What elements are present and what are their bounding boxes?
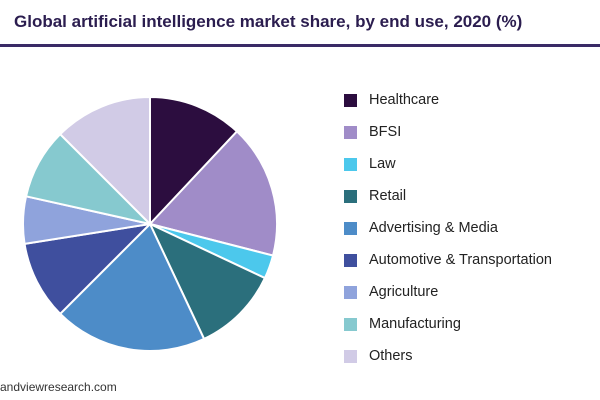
legend-swatch xyxy=(344,93,357,107)
legend-item-automotive-and-transportation: Automotive & Transportation xyxy=(344,244,594,276)
legend-label: Others xyxy=(369,348,413,364)
legend-swatch xyxy=(344,221,357,235)
chart-title: Global artificial intelligence market sh… xyxy=(14,12,523,31)
legend-label: Automotive & Transportation xyxy=(369,252,552,268)
legend: Healthcare BFSI Law Retail Advertising & Med… xyxy=(344,84,594,372)
legend-swatch xyxy=(344,253,357,267)
pie-slice-bfsi xyxy=(148,130,278,257)
pie-slice-advertising-and-media xyxy=(58,222,206,352)
legend-swatch xyxy=(344,285,357,299)
pie-slice-others xyxy=(58,95,151,227)
legend-label: Retail xyxy=(369,188,407,204)
title-divider xyxy=(0,44,600,47)
legend-item-advertising-and-media: Advertising & Media xyxy=(344,212,594,244)
legend-swatch xyxy=(344,125,357,139)
legend-label: Agriculture xyxy=(369,284,439,300)
legend-item-others: Others xyxy=(344,340,594,372)
legend-swatch xyxy=(344,189,357,203)
legend-label: Manufacturing xyxy=(369,316,461,332)
legend-swatch xyxy=(344,349,357,363)
pie-slices xyxy=(22,95,278,352)
legend-label: Law xyxy=(369,156,396,172)
pie-slice-automotive-and-transportation xyxy=(23,222,153,316)
legend-label: Healthcare xyxy=(369,92,440,108)
legend-swatch xyxy=(344,317,357,331)
legend-item-retail: Retail xyxy=(344,180,594,212)
source-text: andviewresearch.com xyxy=(0,380,117,394)
legend-item-law: Law xyxy=(344,148,594,180)
legend-label: Advertising & Media xyxy=(369,220,498,236)
legend-label: BFSI xyxy=(369,124,402,140)
legend-item-agriculture: Agriculture xyxy=(344,276,594,308)
pie-slice-healthcare xyxy=(149,95,239,227)
pie-slice-retail xyxy=(147,221,267,341)
legend-item-bfsi: BFSI xyxy=(344,116,594,148)
legend-item-healthcare: Healthcare xyxy=(344,84,594,116)
legend-item-manufacturing: Manufacturing xyxy=(344,308,594,340)
legend-swatch xyxy=(344,157,357,171)
